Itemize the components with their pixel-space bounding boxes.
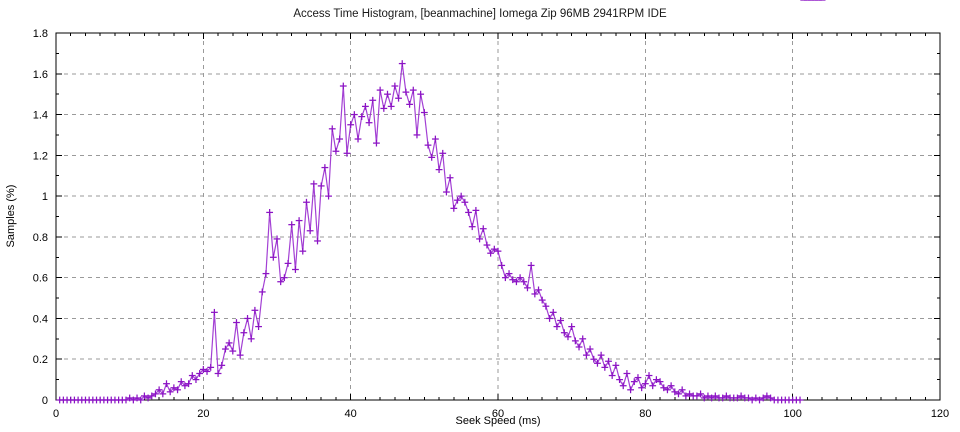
x-axis-ticks: 0 20 40 60 80 100 120: [53, 33, 949, 420]
y-tick-label: 0.2: [33, 354, 48, 366]
y-tick-label: 1.2: [33, 150, 48, 162]
y-tick-label: 1.6: [33, 69, 48, 81]
x-tick-label: 60: [492, 408, 504, 420]
y-axis-label: Samples (%): [5, 185, 17, 248]
x-tick-label: 20: [197, 408, 209, 420]
chart-title: Access Time Histogram, [beanmachine] Iom…: [293, 8, 667, 20]
plot-frame: [55, 32, 941, 401]
y-tick-label: 1: [42, 191, 48, 203]
data-series-markers: [56, 0, 826, 404]
x-axis-label: Seek Speed (ms): [456, 415, 541, 427]
grid-lines: [56, 33, 940, 400]
y-tick-label: 0.8: [33, 232, 48, 244]
y-tick-label: 0.6: [33, 273, 48, 285]
x-tick-label: 120: [931, 408, 949, 420]
x-tick-label: 80: [639, 408, 651, 420]
data-series-line: [59, 62, 801, 401]
y-tick-label: 0.4: [33, 313, 48, 325]
x-tick-label: 0: [53, 408, 59, 420]
x-tick-label: 40: [345, 408, 357, 420]
y-tick-label: 0: [42, 395, 48, 407]
x-tick-label: 100: [783, 408, 801, 420]
y-tick-label: 1.4: [33, 110, 48, 122]
y-tick-label: 1.8: [33, 28, 48, 40]
